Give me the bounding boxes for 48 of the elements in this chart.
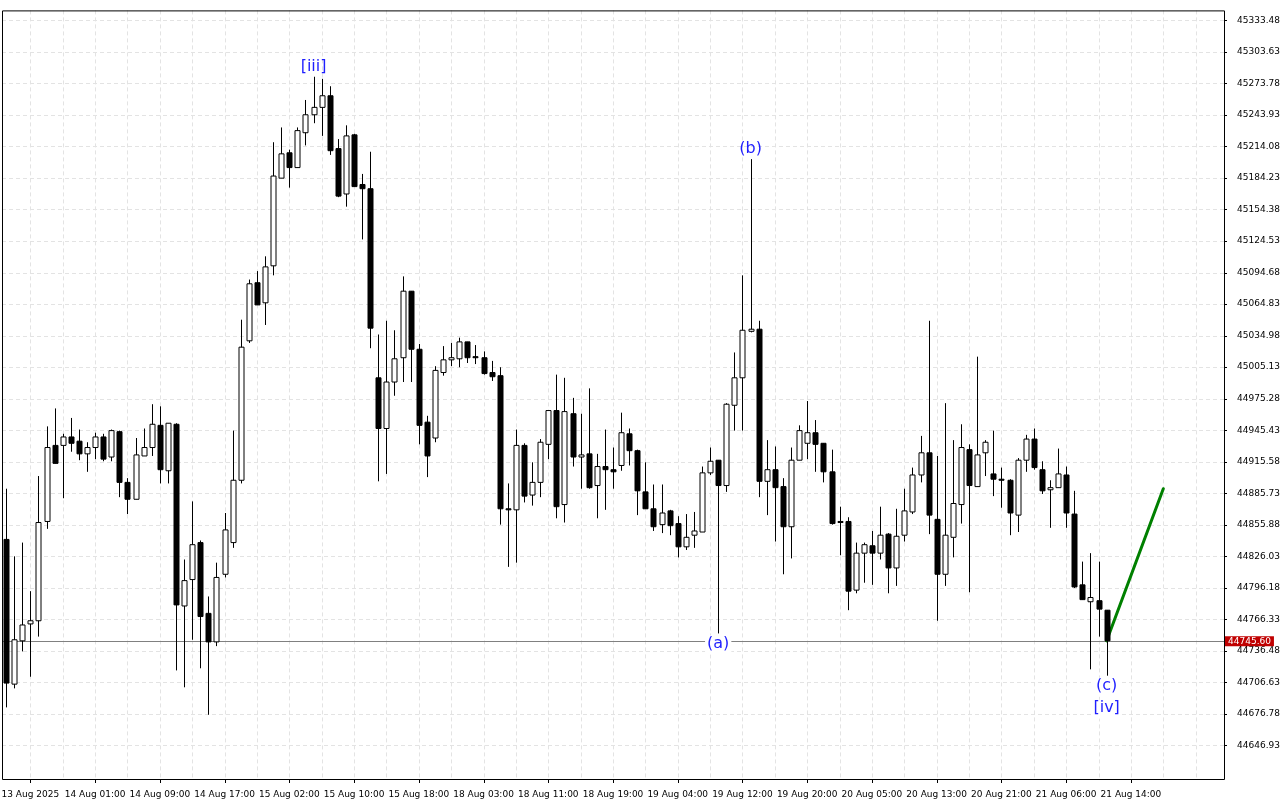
y-tick-label: 44975.28: [1237, 392, 1280, 403]
y-tick-label: 44855.88: [1237, 519, 1280, 530]
y-tick-label: 45124.53: [1237, 235, 1280, 246]
y-tick-label: 44736.48: [1237, 645, 1280, 656]
x-tick-label: 21 Aug 06:00: [1035, 788, 1097, 799]
x-tick-label: 18 Aug 03:00: [453, 788, 515, 799]
x-tick-label: 18 Aug 11:00: [517, 788, 579, 799]
x-tick-label: 20 Aug 05:00: [841, 788, 903, 799]
x-tick-label: 14 Aug 09:00: [129, 788, 191, 799]
x-tick-label: 21 Aug 14:00: [1100, 788, 1162, 799]
annotation: [iv]: [1093, 696, 1120, 716]
x-tick-label: 19 Aug 20:00: [776, 788, 838, 799]
y-tick-label: 45064.83: [1237, 298, 1280, 309]
y-tick-label: 45005.13: [1237, 361, 1280, 372]
y-tick-label: 44646.93: [1237, 739, 1280, 750]
y-tick-label: 44706.63: [1237, 676, 1280, 687]
y-tick-label: 44826.03: [1237, 550, 1280, 561]
y-tick-label: 45243.93: [1237, 109, 1280, 120]
annotation: (c): [1096, 674, 1118, 694]
x-tick-label: 19 Aug 12:00: [712, 788, 774, 799]
y-tick-label: 45034.98: [1237, 329, 1280, 340]
x-tick-label: 15 Aug 18:00: [388, 788, 450, 799]
x-tick-label: 20 Aug 21:00: [971, 788, 1033, 799]
x-tick-label: 18 Aug 19:00: [582, 788, 644, 799]
y-tick-label: 45214.08: [1237, 140, 1280, 151]
annotation: (b): [739, 138, 762, 158]
y-tick-label: 44915.58: [1237, 456, 1280, 467]
y-tick-label: 44676.78: [1237, 708, 1280, 719]
x-tick-label: 13 Aug 2025: [1, 788, 60, 799]
annotation: [iii]: [300, 55, 327, 75]
y-tick-label: 44945.43: [1237, 424, 1280, 435]
y-tick-label: 44885.73: [1237, 487, 1280, 498]
x-tick-label: 15 Aug 02:00: [258, 788, 320, 799]
y-tick-label: 45154.38: [1237, 203, 1280, 214]
y-tick-label: 45333.48: [1237, 14, 1280, 25]
y-tick-label: 45303.63: [1237, 46, 1280, 57]
annotation: (a): [707, 632, 730, 652]
y-tick-label: 44796.18: [1237, 582, 1280, 593]
y-tick-label: 44766.33: [1237, 613, 1280, 624]
y-tick-label: 45273.78: [1237, 77, 1280, 88]
x-tick-label: 20 Aug 13:00: [906, 788, 968, 799]
y-tick-label: 45094.68: [1237, 266, 1280, 277]
x-tick-label: 14 Aug 01:00: [64, 788, 126, 799]
ref-line-label: 44745.60: [1228, 635, 1272, 646]
x-tick-label: 14 Aug 17:00: [194, 788, 256, 799]
y-tick-label: 45184.23: [1237, 172, 1280, 183]
x-tick-label: 15 Aug 10:00: [323, 788, 385, 799]
x-tick-label: 19 Aug 04:00: [647, 788, 709, 799]
